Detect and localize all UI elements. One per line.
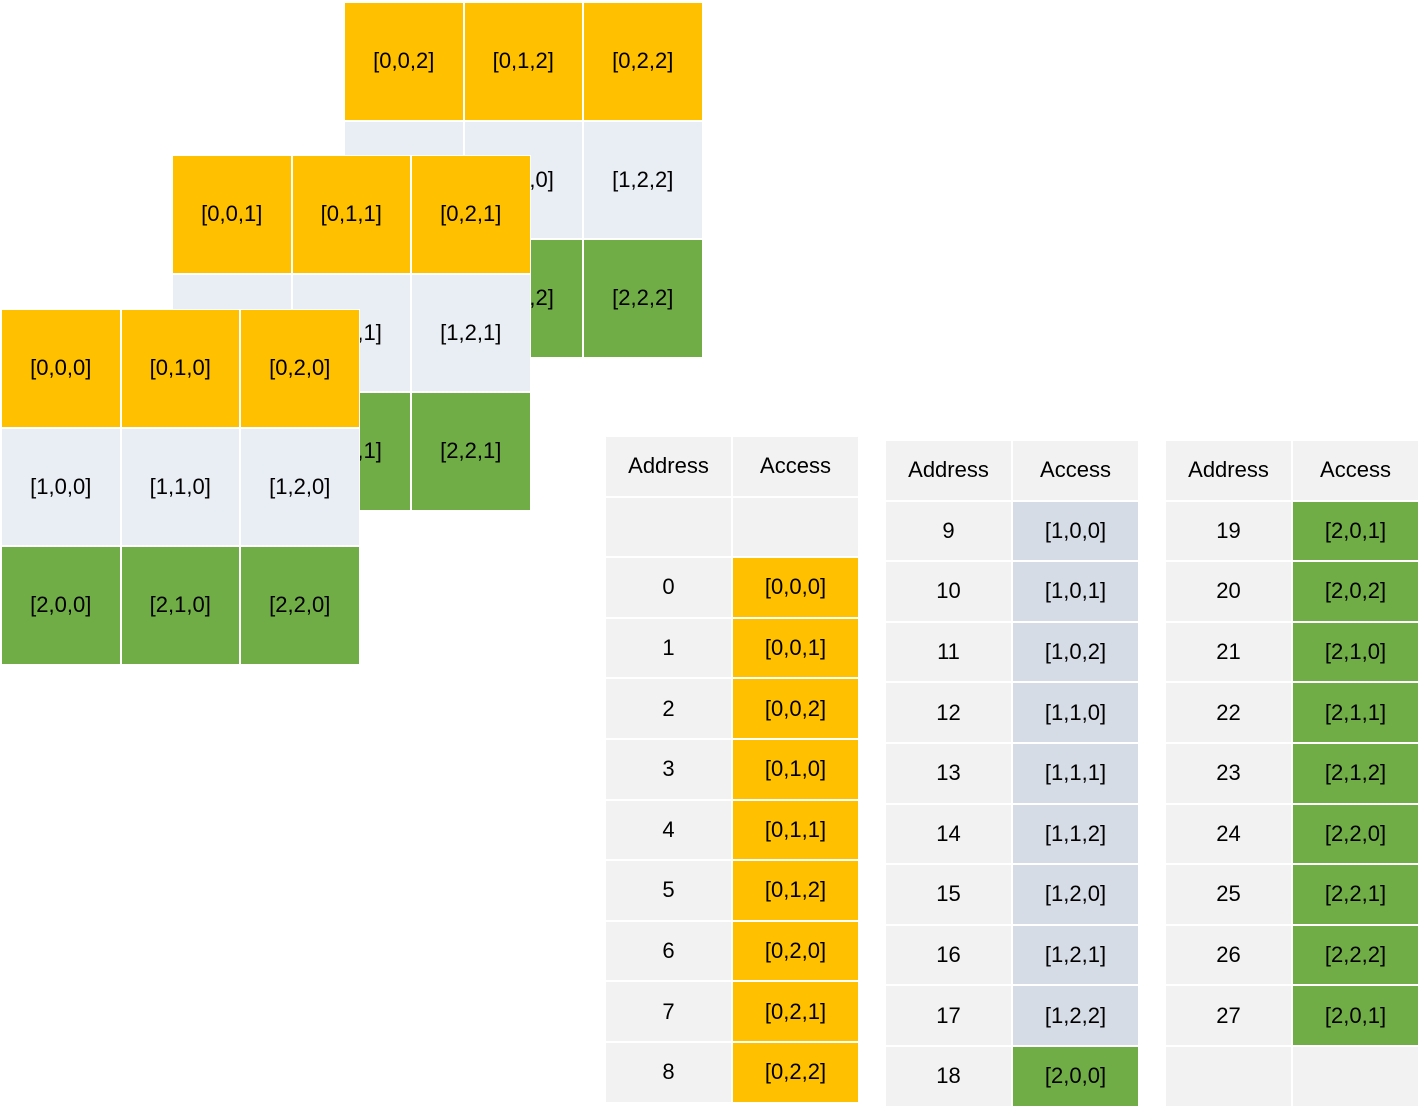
access-cell: [1,2,0] bbox=[1012, 864, 1139, 925]
address-cell bbox=[605, 496, 732, 558]
address-cell: 12 bbox=[885, 682, 1012, 743]
address-cell: 21 bbox=[1165, 621, 1292, 683]
grid-cell: [0,2,2] bbox=[583, 2, 703, 121]
address-cell: 10 bbox=[885, 561, 1012, 622]
address-cell: 17 bbox=[885, 985, 1012, 1046]
table-header: Access bbox=[1292, 440, 1419, 501]
grid-cell: [0,1,2] bbox=[463, 2, 583, 121]
access-cell: [2,1,0] bbox=[1292, 621, 1419, 683]
grid-cell: [2,2,0] bbox=[240, 546, 360, 665]
grid-cell: [2,2,2] bbox=[583, 239, 703, 358]
address-cell: 20 bbox=[1165, 561, 1292, 622]
access-cell: [0,2,2] bbox=[732, 1042, 859, 1103]
address-cell: 11 bbox=[885, 621, 1012, 683]
access-cell: [2,2,0] bbox=[1292, 803, 1419, 865]
access-cell: [2,0,2] bbox=[1292, 561, 1419, 622]
access-cell: [0,0,1] bbox=[732, 617, 859, 679]
grid-cell: [1,0,0] bbox=[1, 427, 121, 546]
address-cell bbox=[1165, 1046, 1292, 1107]
address-cell: 15 bbox=[885, 864, 1012, 925]
access-cell: [2,0,1] bbox=[1292, 985, 1419, 1046]
address-cell: 6 bbox=[605, 920, 732, 982]
grid-cell: [1,2,1] bbox=[411, 273, 531, 392]
access-cell: [1,1,0] bbox=[1012, 682, 1139, 743]
access-cell: [1,2,1] bbox=[1012, 924, 1139, 986]
address-cell: 13 bbox=[885, 743, 1012, 804]
access-cell: [1,1,1] bbox=[1012, 743, 1139, 804]
table-header: Access bbox=[732, 436, 859, 497]
address-cell: 22 bbox=[1165, 682, 1292, 743]
grid-cell: [0,1,1] bbox=[291, 155, 411, 274]
address-cell: 9 bbox=[885, 500, 1012, 562]
access-cell: [0,0,0] bbox=[732, 557, 859, 618]
grid-cell: [1,2,2] bbox=[583, 120, 703, 239]
grid-cell: [2,2,1] bbox=[411, 392, 531, 511]
address-cell: 2 bbox=[605, 678, 732, 739]
address-cell: 8 bbox=[605, 1042, 732, 1103]
grid-cell: [0,1,0] bbox=[120, 309, 240, 428]
access-cell: [0,1,0] bbox=[732, 739, 859, 800]
address-cell: 7 bbox=[605, 981, 732, 1042]
address-cell: 5 bbox=[605, 860, 732, 921]
grid-cell: [0,2,1] bbox=[411, 155, 531, 274]
grid-cell: [2,0,0] bbox=[1, 546, 121, 665]
address-cell: 27 bbox=[1165, 985, 1292, 1046]
grid-cell: [1,2,0] bbox=[240, 427, 360, 546]
access-cell: [0,0,2] bbox=[732, 678, 859, 739]
access-cell bbox=[732, 496, 859, 558]
table-header: Address bbox=[605, 436, 732, 497]
address-cell: 18 bbox=[885, 1046, 1012, 1107]
address-cell: 24 bbox=[1165, 803, 1292, 865]
address-cell: 25 bbox=[1165, 864, 1292, 925]
access-cell: [2,0,0] bbox=[1012, 1046, 1139, 1107]
grid-cell: [2,1,0] bbox=[120, 546, 240, 665]
address-cell: 14 bbox=[885, 803, 1012, 865]
grid-cell: [0,0,2] bbox=[344, 2, 464, 121]
table-header: Address bbox=[1165, 440, 1292, 501]
address-cell: 16 bbox=[885, 924, 1012, 986]
access-cell: [0,1,1] bbox=[732, 799, 859, 861]
grid-cell: [0,2,0] bbox=[240, 309, 360, 428]
access-cell: [2,1,2] bbox=[1292, 743, 1419, 804]
address-cell: 1 bbox=[605, 617, 732, 679]
access-cell: [2,1,1] bbox=[1292, 682, 1419, 743]
address-cell: 19 bbox=[1165, 500, 1292, 562]
access-cell: [1,0,2] bbox=[1012, 621, 1139, 683]
access-cell: [0,2,0] bbox=[732, 920, 859, 982]
address-cell: 3 bbox=[605, 739, 732, 800]
grid-cell: [1,1,0] bbox=[120, 427, 240, 546]
access-cell bbox=[1292, 1046, 1419, 1107]
access-cell: [2,0,1] bbox=[1292, 500, 1419, 562]
access-cell: [2,2,1] bbox=[1292, 864, 1419, 925]
access-cell: [2,2,2] bbox=[1292, 924, 1419, 986]
access-cell: [0,2,1] bbox=[732, 981, 859, 1042]
table-header: Address bbox=[885, 440, 1012, 501]
access-cell: [1,0,0] bbox=[1012, 500, 1139, 562]
table-header: Access bbox=[1012, 440, 1139, 501]
grid-cell: [0,0,0] bbox=[1, 309, 121, 428]
access-cell: [1,2,2] bbox=[1012, 985, 1139, 1046]
access-cell: [1,1,2] bbox=[1012, 803, 1139, 865]
grid-cell: [0,0,1] bbox=[172, 155, 292, 274]
access-cell: [1,0,1] bbox=[1012, 561, 1139, 622]
address-cell: 0 bbox=[605, 557, 732, 618]
address-cell: 4 bbox=[605, 799, 732, 861]
address-cell: 26 bbox=[1165, 924, 1292, 986]
address-cell: 23 bbox=[1165, 743, 1292, 804]
access-cell: [0,1,2] bbox=[732, 860, 859, 921]
